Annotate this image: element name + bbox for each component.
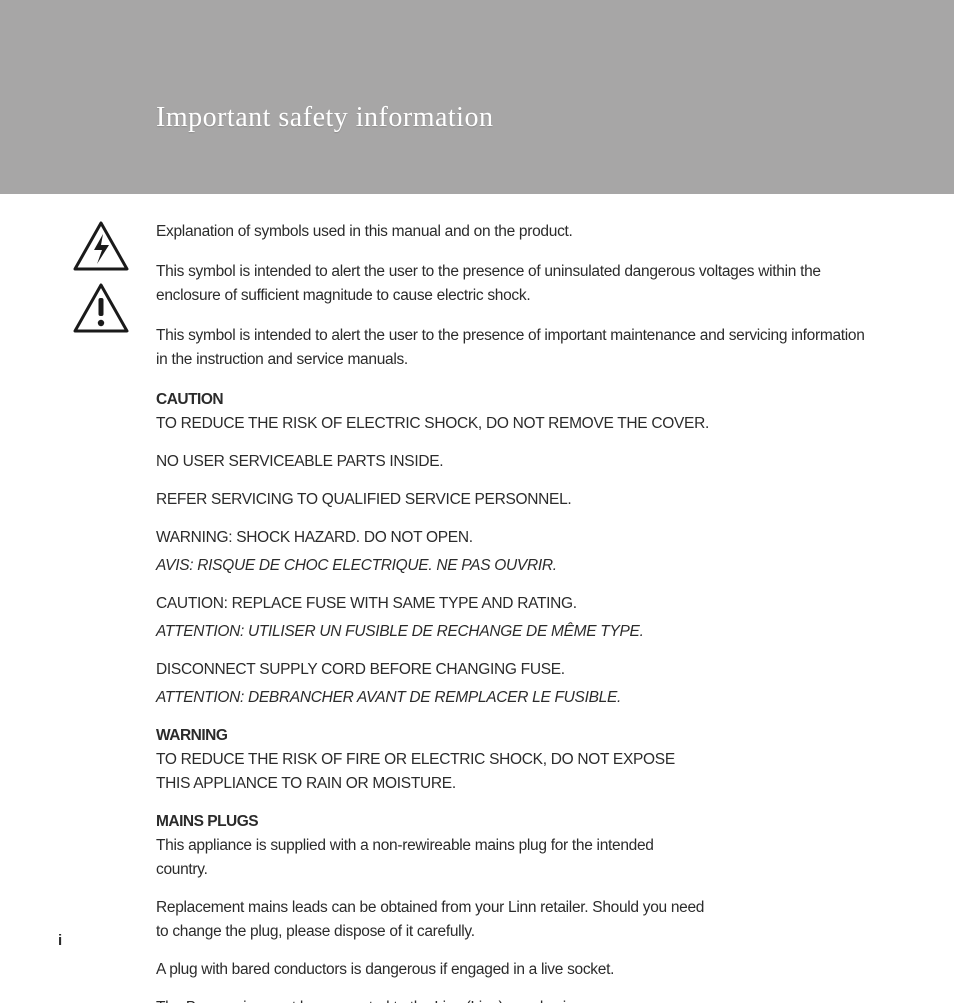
caution-heading: CAUTION bbox=[156, 388, 866, 412]
mains-paragraph-2: Replacement mains leads can be obtained … bbox=[156, 896, 716, 944]
page-title: Important safety information bbox=[156, 102, 493, 134]
mains-heading: MAINS PLUGS bbox=[156, 810, 866, 834]
caution-line-1: TO REDUCE THE RISK OF ELECTRIC SHOCK, DO… bbox=[156, 412, 866, 436]
content-area: Explanation of symbols used in this manu… bbox=[0, 194, 954, 1003]
caution-line-5: CAUTION: REPLACE FUSE WITH SAME TYPE AND… bbox=[156, 592, 866, 616]
header-banner: Important safety information bbox=[0, 0, 954, 194]
caution-warning-icon bbox=[72, 282, 130, 334]
voltage-warning-icon bbox=[72, 220, 130, 272]
symbol-explanation-voltage: This symbol is intended to alert the use… bbox=[156, 260, 866, 308]
caution-line-4-fr: AVIS: RISQUE DE CHOC ELECTRIQUE. NE PAS … bbox=[156, 554, 866, 578]
caution-line-6: DISCONNECT SUPPLY CORD BEFORE CHANGING F… bbox=[156, 658, 866, 682]
caution-line-4: WARNING: SHOCK HAZARD. DO NOT OPEN. bbox=[156, 526, 866, 550]
icon-column bbox=[0, 220, 156, 1003]
mains-paragraph-1: This appliance is supplied with a non-re… bbox=[156, 834, 676, 882]
caution-line-3: REFER SERVICING TO QUALIFIED SERVICE PER… bbox=[156, 488, 866, 512]
text-column: Explanation of symbols used in this manu… bbox=[156, 220, 866, 1003]
mains-paragraph-3: A plug with bared conductors is dangerou… bbox=[156, 958, 866, 982]
caution-line-5-fr: ATTENTION: UTILISER UN FUSIBLE DE RECHAN… bbox=[156, 620, 866, 644]
mains-wire-brown: The Brown wire must be connected to the … bbox=[156, 996, 866, 1003]
symbol-explanation-caution: This symbol is intended to alert the use… bbox=[156, 324, 866, 372]
warning-line-1: TO REDUCE THE RISK OF FIRE OR ELECTRIC S… bbox=[156, 748, 676, 796]
caution-line-6-fr: ATTENTION: DEBRANCHER AVANT DE REMPLACER… bbox=[156, 686, 866, 710]
caution-line-2: NO USER SERVICEABLE PARTS INSIDE. bbox=[156, 450, 866, 474]
page-number: i bbox=[58, 932, 62, 949]
intro-paragraph: Explanation of symbols used in this manu… bbox=[156, 220, 866, 244]
warning-heading: WARNING bbox=[156, 724, 866, 748]
